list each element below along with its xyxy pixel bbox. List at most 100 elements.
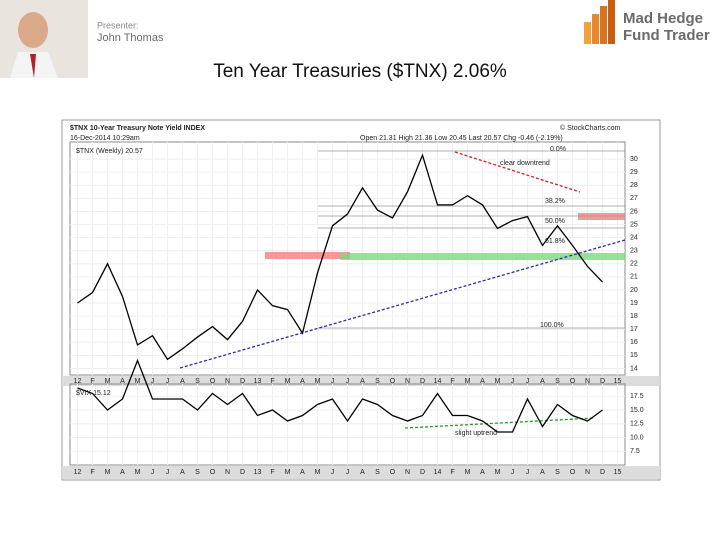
x-tick-label: J — [526, 469, 530, 476]
y-tick-label: 10.0 — [630, 434, 644, 441]
x-tick-label: O — [390, 378, 396, 385]
annotation: slight uptrend — [455, 430, 497, 437]
presenter-label: Presenter: — [97, 20, 139, 30]
series-name: $VIX 15.12 — [76, 390, 111, 397]
x-tick-label: A — [480, 378, 485, 385]
y-tick-label: 20 — [630, 287, 638, 294]
x-tick-label: D — [240, 378, 245, 385]
x-tick-label: S — [375, 378, 380, 385]
y-tick-label: 21 — [630, 274, 638, 281]
x-tick-label: M — [495, 469, 501, 476]
x-tick-label: M — [465, 378, 471, 385]
logo-icon — [584, 0, 615, 44]
logo-text: Fund Trader — [623, 27, 710, 44]
series-line — [77, 358, 603, 433]
y-tick-label: 17.5 — [630, 393, 644, 400]
x-tick-label: F — [270, 469, 274, 476]
y-tick-label: 23 — [630, 248, 638, 255]
annotation: 61.8% — [545, 238, 565, 245]
resistance-zone — [265, 252, 350, 259]
x-tick-label: A — [480, 469, 485, 476]
axis-strip — [62, 376, 660, 386]
y-tick-label: 28 — [630, 182, 638, 189]
x-tick-label: A — [120, 378, 125, 385]
x-tick-label: M — [465, 469, 471, 476]
x-tick-label: J — [346, 378, 350, 385]
x-tick-label: 13 — [254, 378, 262, 385]
y-tick-label: 14 — [630, 365, 638, 372]
source: © StockCharts.com — [560, 124, 621, 132]
x-tick-label: S — [375, 469, 380, 476]
x-tick-label: M — [495, 378, 501, 385]
x-tick-label: 12 — [74, 378, 82, 385]
annotation: 50.0% — [545, 218, 565, 225]
quote: Open 21.31 High 21.36 Low 20.45 Last 20.… — [360, 135, 563, 142]
y-tick-label: 26 — [630, 208, 638, 215]
chart-subtitle: 16-Dec-2014 10:29am — [70, 135, 140, 142]
x-tick-label: S — [555, 378, 560, 385]
x-tick-label: A — [180, 469, 185, 476]
resistance-zone — [578, 213, 625, 220]
presenter-photo — [0, 0, 88, 78]
x-tick-label: S — [555, 469, 560, 476]
x-tick-label: N — [225, 378, 230, 385]
trend-line — [179, 239, 626, 369]
annotation: 0.0% — [550, 146, 566, 153]
x-tick-label: J — [346, 469, 350, 476]
x-tick-label: M — [315, 378, 321, 385]
x-tick-label: A — [360, 378, 365, 385]
x-tick-label: D — [240, 469, 245, 476]
x-tick-label: O — [570, 469, 576, 476]
x-tick-label: M — [285, 378, 291, 385]
x-tick-label: 12 — [74, 469, 82, 476]
x-tick-label: A — [120, 469, 125, 476]
x-tick-label: F — [90, 469, 94, 476]
y-tick-label: 27 — [630, 195, 638, 202]
y-tick-label: 25 — [630, 221, 638, 228]
trend-line — [404, 417, 596, 429]
x-tick-label: J — [166, 378, 170, 385]
x-tick-label: D — [600, 469, 605, 476]
x-tick-label: J — [511, 469, 515, 476]
x-tick-label: O — [570, 378, 576, 385]
y-tick-label: 7.5 — [630, 448, 640, 455]
x-tick-label: 15 — [614, 469, 622, 476]
x-tick-label: F — [270, 378, 274, 385]
x-tick-label: J — [526, 378, 530, 385]
x-tick-label: A — [300, 378, 305, 385]
y-tick-label: 16 — [630, 339, 638, 346]
x-tick-label: O — [390, 469, 396, 476]
chart-frame — [61, 119, 661, 481]
series-name: $TNX (Weekly) 20.57 — [76, 148, 143, 155]
x-tick-label: O — [210, 378, 216, 385]
trend-line — [454, 151, 581, 193]
y-tick-label: 17 — [630, 326, 638, 333]
x-tick-label: D — [420, 378, 425, 385]
x-tick-label: A — [300, 469, 305, 476]
x-tick-label: S — [195, 378, 200, 385]
x-tick-label: N — [225, 469, 230, 476]
annotation: clear downtrend — [500, 160, 550, 167]
x-tick-label: 14 — [434, 378, 442, 385]
x-tick-label: A — [540, 378, 545, 385]
logo-text: Mad Hedge — [623, 10, 703, 27]
y-tick-label: 12.5 — [630, 421, 644, 428]
x-tick-label: M — [105, 378, 111, 385]
y-tick-label: 19 — [630, 300, 638, 307]
x-tick-label: J — [166, 469, 170, 476]
y-tick-label: 15 — [630, 352, 638, 359]
y-tick-label: 18 — [630, 313, 638, 320]
x-tick-label: A — [540, 469, 545, 476]
x-tick-label: F — [450, 469, 454, 476]
y-tick-label: 29 — [630, 169, 638, 176]
x-tick-label: J — [331, 469, 335, 476]
x-tick-label: O — [210, 469, 216, 476]
x-tick-label: 15 — [614, 378, 622, 385]
y-tick-label: 24 — [630, 234, 638, 241]
y-tick-label: 22 — [630, 261, 638, 268]
x-tick-label: J — [331, 378, 335, 385]
y-tick-label: 30 — [630, 156, 638, 163]
x-tick-label: N — [405, 378, 410, 385]
x-tick-label: D — [420, 469, 425, 476]
